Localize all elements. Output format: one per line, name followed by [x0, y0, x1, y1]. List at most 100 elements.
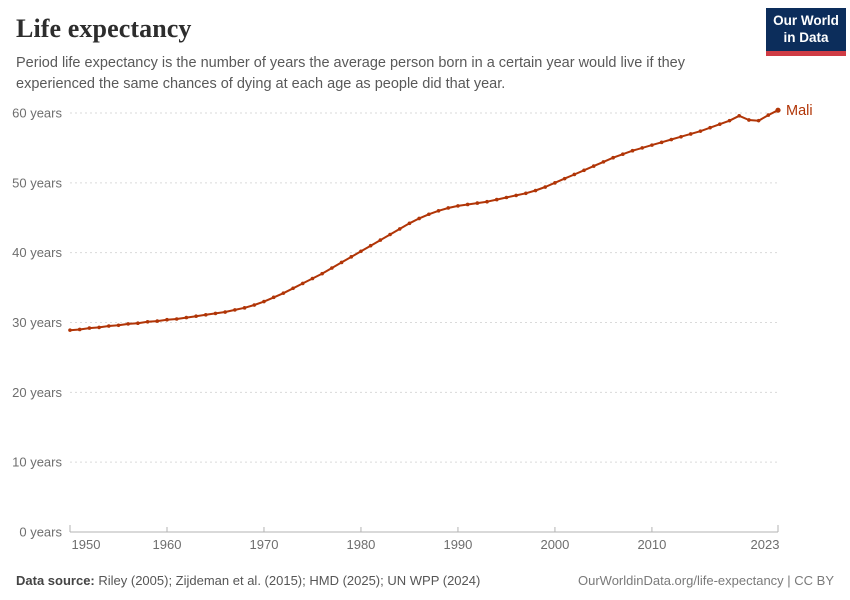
data-point: [165, 317, 169, 322]
data-point: [494, 197, 499, 202]
data-point: [213, 311, 218, 316]
data-point: [669, 137, 674, 142]
data-point: [349, 255, 354, 259]
data-point: [766, 113, 771, 117]
data-point: [184, 315, 189, 320]
data-point: [155, 319, 160, 323]
data-point: [650, 143, 654, 147]
data-point: [397, 227, 402, 231]
data-point: [368, 243, 373, 248]
footer-link[interactable]: OurWorldinData.org/life-expectancy | CC …: [577, 573, 834, 588]
data-point: [174, 317, 179, 321]
x-tick-label: 1960: [153, 537, 182, 552]
x-tick-label: 1990: [443, 537, 472, 552]
data-source: Data source: Riley (2005); Zijdeman et a…: [16, 573, 480, 588]
data-point: [591, 164, 596, 168]
data-point: [417, 216, 421, 221]
data-point: [407, 221, 412, 226]
data-point: [543, 185, 548, 189]
data-point: [562, 176, 567, 181]
data-point: [126, 322, 130, 326]
data-point: [262, 299, 266, 304]
data-point: [698, 129, 703, 133]
data-source-label: Data source:: [16, 573, 95, 588]
data-point: [242, 306, 247, 310]
y-tick-label: 0 years: [19, 525, 62, 540]
data-point: [271, 295, 276, 300]
data-point: [708, 125, 712, 130]
x-tick-label: 1980: [346, 537, 375, 552]
owid-logo-line2: in Data: [783, 29, 829, 45]
data-point: [97, 325, 101, 330]
x-tick-label: 2000: [540, 537, 569, 552]
data-point: [756, 118, 761, 123]
chart-footer: Data source: Riley (2005); Zijdeman et a…: [16, 573, 834, 588]
data-point: [446, 206, 451, 210]
x-tick-label: 2023: [751, 537, 780, 552]
data-point: [611, 155, 615, 160]
data-point: [533, 188, 538, 193]
data-point: [339, 260, 344, 265]
data-point: [436, 208, 441, 213]
data-point: [77, 327, 82, 332]
data-point: [727, 118, 732, 123]
y-tick-label: 50 years: [12, 175, 62, 190]
data-point: [300, 281, 305, 286]
data-point: [233, 308, 237, 312]
y-tick-label: 30 years: [12, 315, 62, 330]
data-point: [223, 310, 227, 314]
data-point: [747, 118, 751, 122]
data-point: [203, 313, 208, 317]
data-point: [553, 181, 557, 185]
series-label-mali[interactable]: Mali: [786, 103, 813, 119]
data-point: [87, 326, 92, 330]
data-point: [601, 160, 606, 164]
y-tick-label: 10 years: [12, 455, 62, 470]
data-point: [281, 291, 286, 295]
data-point: [630, 148, 635, 153]
chart-subtitle: Period life expectancy is the number of …: [16, 55, 685, 93]
data-point: [640, 146, 645, 150]
y-tick-label: 40 years: [12, 245, 62, 260]
data-point: [252, 303, 257, 307]
data-point: [504, 195, 509, 200]
data-source-text: Riley (2005); Zijdeman et al. (2015); HM…: [94, 573, 481, 588]
chart-header: Life expectancy Our World in Data Period…: [16, 8, 846, 95]
x-tick-label: 1950: [72, 537, 101, 552]
data-point: [310, 276, 315, 281]
owid-logo-line1: Our World: [773, 13, 839, 28]
data-point: [514, 193, 518, 198]
page-title: Life expectancy: [16, 14, 192, 43]
data-point: [427, 212, 431, 217]
data-point: [378, 238, 383, 242]
data-point: [465, 202, 470, 207]
data-point: [136, 321, 140, 325]
data-point: [737, 113, 742, 118]
series-endpoint-mali: [775, 107, 781, 113]
owid-logo[interactable]: Our World in Data: [766, 8, 846, 56]
y-tick-label: 60 years: [12, 106, 62, 121]
data-point: [718, 122, 722, 126]
x-tick-label: 1970: [250, 537, 279, 552]
data-point: [621, 152, 625, 157]
data-point: [359, 249, 363, 254]
series-line-mali[interactable]: [69, 109, 779, 332]
data-point: [524, 191, 528, 196]
data-point: [485, 199, 489, 204]
data-point: [688, 132, 693, 136]
data-point: [194, 314, 198, 319]
x-tick-label: 2010: [637, 537, 666, 552]
data-point: [291, 286, 295, 291]
y-tick-label: 20 years: [12, 385, 62, 400]
data-point: [388, 232, 392, 237]
data-point: [456, 204, 460, 208]
data-point: [320, 271, 324, 276]
data-point: [116, 323, 121, 328]
data-point: [582, 168, 586, 173]
data-point: [106, 324, 111, 328]
data-point: [68, 328, 72, 332]
data-point: [572, 172, 577, 177]
